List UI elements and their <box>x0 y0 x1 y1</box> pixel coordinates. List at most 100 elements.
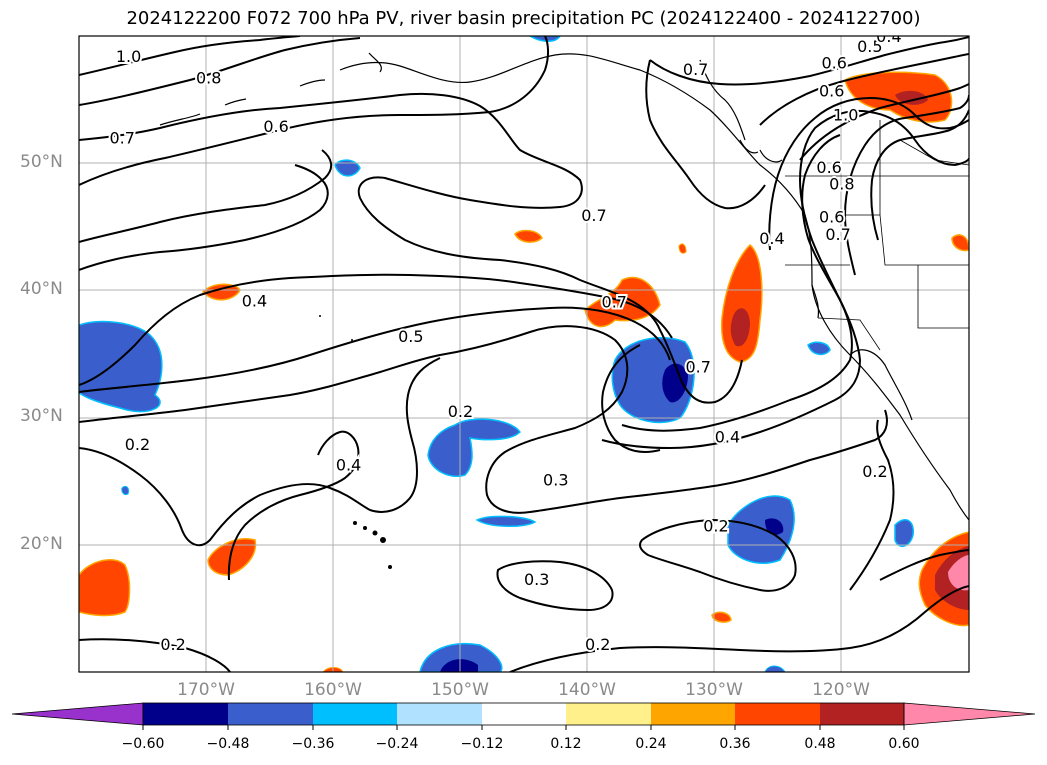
precip-positive-area <box>951 234 969 252</box>
lon-label-170w: 170°W <box>177 680 235 700</box>
precip-negative-area <box>727 495 795 564</box>
contour-label: 0.2 <box>448 402 473 421</box>
colorbar-tick: −0.36 <box>291 736 335 752</box>
contour-label: 0.4 <box>336 455 361 474</box>
graticule <box>79 36 969 672</box>
contour-label: 0.6 <box>822 53 847 72</box>
islands <box>319 315 392 569</box>
pv-contour-0-2-d <box>509 585 969 672</box>
contour-label: 0.7 <box>685 357 710 376</box>
lon-label-160w: 160°W <box>304 680 362 700</box>
pv-contour-0-7-b <box>843 94 969 276</box>
contour-label: 0.7 <box>110 129 135 148</box>
precip-negative-area <box>764 665 786 672</box>
pv-contour-0-7 <box>79 92 743 404</box>
contour-label: 0.5 <box>398 327 423 346</box>
pv-contour-0-6-d <box>759 53 969 126</box>
colorbar-bin-1 <box>143 703 228 725</box>
contour-label: 0.2 <box>585 635 610 654</box>
precip-negative-peak <box>662 363 688 403</box>
precip-positive-core <box>730 308 750 347</box>
contour-label: 0.2 <box>862 462 887 481</box>
contour-label: 0.5 <box>857 37 882 56</box>
map-plot-area: 1.00.80.70.60.70.7 0.60.50.40.61.00.60.80… <box>79 27 969 672</box>
pv-contour-0-4-c <box>621 134 853 432</box>
contour-label: 0.7 <box>825 225 850 244</box>
pv-contour-0-2-c <box>79 638 231 672</box>
precip-negative-area <box>894 519 914 547</box>
precip-negative-peak <box>765 518 784 535</box>
pv-contour-0-6-c <box>768 96 969 251</box>
country-borders <box>785 120 969 351</box>
pv-contour-0-4-b <box>227 430 360 581</box>
pv-contour-0-3-b <box>601 109 969 450</box>
colorbar-tick: 0.36 <box>719 736 751 752</box>
colorbar-tick: 0.48 <box>804 736 836 752</box>
lon-label-130w: 130°W <box>685 680 743 700</box>
map-frame <box>78 35 970 673</box>
colorbar-tick: −0.24 <box>375 736 419 752</box>
pv-contour-0-6-b <box>79 149 333 243</box>
contour-label: 0.6 <box>819 81 844 100</box>
colorbar <box>11 702 1036 730</box>
contour-label: 0.6 <box>819 207 844 226</box>
pv-contour-0-3 <box>79 357 441 547</box>
precip-negative-area <box>79 320 163 413</box>
contour-label: 0.4 <box>715 427 740 446</box>
colorbar-bin-8 <box>735 703 820 725</box>
precip-positive-area <box>514 229 543 243</box>
pv-contour-1-0 <box>79 36 301 76</box>
colorbar-bin-5 <box>482 703 566 725</box>
pv-contour-0-5-b <box>79 306 671 393</box>
colorbar-tick: 0.24 <box>635 736 667 752</box>
pv-contour-0-2 <box>79 325 888 514</box>
colorbar-tick: −0.48 <box>206 736 250 752</box>
colorbar-bin-4 <box>397 703 482 725</box>
precip-positive-area <box>678 243 687 254</box>
contour-label: 0.8 <box>829 174 854 193</box>
colorbar-tick: 0.60 <box>888 736 920 752</box>
pv-contour-0-7-d <box>645 59 766 210</box>
lat-label-50n: 50°N <box>20 152 63 172</box>
precip-positive-area <box>711 611 732 623</box>
pv-contour-0-5 <box>79 164 329 271</box>
colorbar-tick: 0.12 <box>550 736 582 752</box>
contour-label: 0.3 <box>524 570 549 589</box>
precip-negative-area <box>475 515 537 527</box>
precip-negative-peak <box>440 659 478 672</box>
contour-label: 0.2 <box>703 516 728 535</box>
precip-negative-area <box>807 341 831 356</box>
coastlines <box>159 52 969 521</box>
precip-negative-area <box>419 643 503 672</box>
contour-label: 0.2 <box>125 435 150 454</box>
colorbar-bin-7 <box>651 703 735 725</box>
contour-label: 0.7 <box>581 206 606 225</box>
pv-contour-0-8 <box>79 37 361 106</box>
lon-label-150w: 150°W <box>431 680 489 700</box>
precip-positive-area <box>207 538 257 576</box>
colorbar-high-extend <box>903 702 1036 726</box>
contour-label: 0.3 <box>543 471 568 490</box>
pv-contour-0-4-d <box>601 344 661 453</box>
contour-label: 0.6 <box>263 117 288 136</box>
pv-contour-0-2-e <box>849 419 895 591</box>
map-title: 2024122200 F072 700 hPa PV, river basin … <box>126 8 921 29</box>
precip-positive-area <box>79 559 131 617</box>
pv-contour-0-3-c <box>496 560 614 612</box>
lat-label-30n: 30°N <box>20 406 63 426</box>
pv-contour-0-8-b <box>870 109 969 241</box>
contour-labels: 1.00.80.70.60.70.7 0.60.50.40.61.00.60.80… <box>108 27 904 656</box>
pv-contour-0-2-b <box>639 518 797 592</box>
colorbar-low-extend <box>11 702 144 726</box>
contour-label: 0.4 <box>759 229 784 248</box>
pv-contours <box>79 36 969 672</box>
precip-negative-area <box>334 159 361 177</box>
contour-label: 0.8 <box>196 69 221 88</box>
contour-label: 0.6 <box>816 158 841 177</box>
pv-contour-0-7-c <box>649 36 969 86</box>
precip-negative-area <box>427 418 521 477</box>
contour-label: 0.4 <box>876 27 901 46</box>
lat-label-40n: 40°N <box>20 279 63 299</box>
contour-label: 0.4 <box>242 291 267 310</box>
